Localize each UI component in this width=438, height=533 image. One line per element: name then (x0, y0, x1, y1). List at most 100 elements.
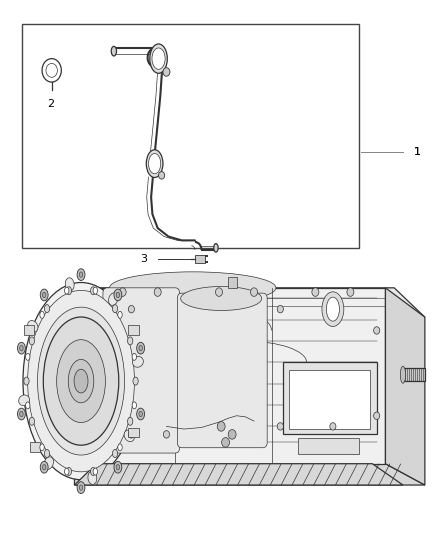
Ellipse shape (20, 411, 23, 417)
Circle shape (159, 172, 165, 179)
Ellipse shape (132, 402, 137, 409)
Bar (195, 255, 205, 263)
Ellipse shape (19, 395, 29, 406)
Bar (289, 370, 370, 429)
Circle shape (42, 59, 61, 82)
Circle shape (154, 288, 161, 296)
Circle shape (46, 63, 57, 77)
Ellipse shape (322, 292, 344, 326)
Circle shape (228, 430, 236, 439)
Ellipse shape (29, 417, 35, 425)
Circle shape (374, 327, 380, 334)
Ellipse shape (114, 462, 122, 473)
Bar (128, 427, 138, 437)
Circle shape (215, 288, 223, 296)
Ellipse shape (91, 467, 96, 475)
Polygon shape (385, 288, 425, 485)
Ellipse shape (133, 357, 143, 367)
Ellipse shape (137, 408, 145, 420)
Ellipse shape (118, 444, 122, 451)
Ellipse shape (93, 468, 98, 475)
Circle shape (374, 412, 380, 419)
Circle shape (128, 305, 134, 313)
Ellipse shape (20, 345, 23, 351)
Ellipse shape (88, 471, 97, 484)
Ellipse shape (42, 465, 46, 470)
Text: 1: 1 (414, 147, 421, 157)
Ellipse shape (79, 272, 83, 277)
Bar (24, 325, 34, 335)
Ellipse shape (127, 337, 133, 345)
Ellipse shape (79, 485, 83, 490)
Ellipse shape (113, 305, 118, 313)
Ellipse shape (139, 411, 142, 417)
Ellipse shape (40, 289, 48, 301)
Bar (29, 442, 40, 452)
Circle shape (347, 288, 354, 296)
Ellipse shape (91, 287, 96, 295)
FancyBboxPatch shape (103, 288, 180, 453)
Ellipse shape (118, 311, 122, 318)
Ellipse shape (18, 342, 25, 354)
Bar (298, 438, 359, 454)
Ellipse shape (29, 337, 35, 345)
Ellipse shape (132, 353, 137, 360)
Polygon shape (74, 464, 425, 485)
Ellipse shape (137, 342, 145, 354)
Ellipse shape (116, 465, 120, 470)
Ellipse shape (44, 305, 49, 313)
Ellipse shape (43, 317, 119, 445)
Polygon shape (74, 288, 425, 317)
Text: 3: 3 (140, 254, 147, 264)
Ellipse shape (66, 467, 71, 475)
Polygon shape (74, 288, 385, 464)
Ellipse shape (25, 402, 30, 409)
Circle shape (128, 431, 134, 438)
Ellipse shape (74, 369, 88, 393)
Ellipse shape (150, 44, 167, 74)
Circle shape (163, 68, 170, 76)
Bar (228, 277, 237, 288)
Ellipse shape (38, 307, 124, 455)
Polygon shape (74, 464, 403, 485)
Ellipse shape (65, 278, 74, 291)
Ellipse shape (40, 462, 48, 473)
Ellipse shape (214, 244, 218, 252)
Ellipse shape (111, 46, 117, 56)
Ellipse shape (40, 444, 44, 451)
Ellipse shape (57, 340, 106, 423)
Ellipse shape (113, 449, 118, 457)
Circle shape (217, 422, 225, 431)
Ellipse shape (114, 289, 122, 301)
Ellipse shape (110, 272, 276, 304)
Ellipse shape (180, 287, 261, 310)
Ellipse shape (139, 345, 142, 351)
Ellipse shape (77, 269, 85, 280)
Ellipse shape (28, 290, 134, 472)
Ellipse shape (400, 366, 406, 383)
Bar (128, 325, 138, 335)
Ellipse shape (68, 359, 94, 403)
Ellipse shape (93, 287, 98, 294)
FancyBboxPatch shape (177, 293, 267, 448)
Ellipse shape (28, 320, 38, 332)
Bar (403, 368, 425, 381)
Circle shape (163, 431, 170, 438)
Text: 2: 2 (47, 99, 54, 109)
Ellipse shape (109, 293, 118, 305)
Circle shape (312, 288, 319, 296)
Ellipse shape (25, 353, 30, 360)
Circle shape (277, 423, 283, 430)
Ellipse shape (124, 430, 134, 442)
Ellipse shape (64, 468, 69, 475)
Ellipse shape (64, 287, 69, 294)
Ellipse shape (42, 292, 46, 297)
Ellipse shape (116, 292, 120, 297)
Ellipse shape (44, 449, 49, 457)
Circle shape (330, 423, 336, 430)
Circle shape (251, 288, 258, 296)
Ellipse shape (44, 457, 53, 470)
Ellipse shape (66, 287, 71, 295)
Ellipse shape (133, 377, 138, 385)
Text: 1: 1 (414, 147, 421, 157)
